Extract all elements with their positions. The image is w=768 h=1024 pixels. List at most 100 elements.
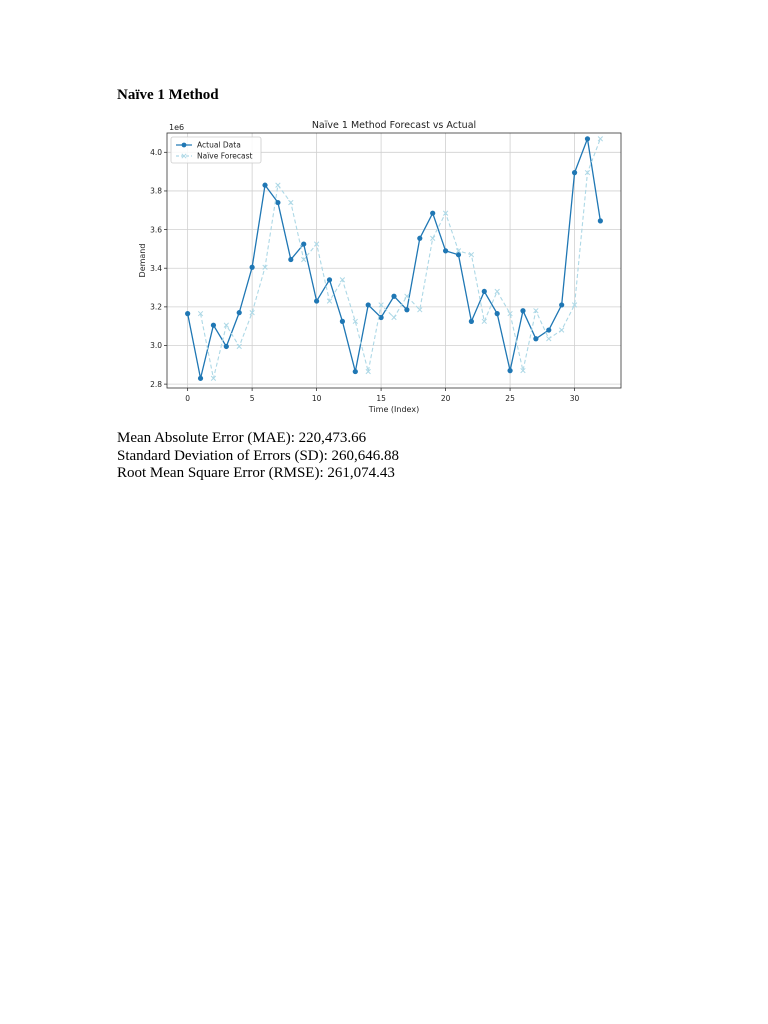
forecast-point-stroke <box>520 367 526 374</box>
forecast-line <box>199 138 601 379</box>
actual-point <box>326 277 333 283</box>
legend-swatch-marker <box>181 142 187 148</box>
actual-point <box>571 170 578 176</box>
actual-point <box>249 264 255 270</box>
actual-point <box>481 288 487 295</box>
actual-point <box>339 318 346 324</box>
forecast-point-stroke <box>559 327 565 333</box>
forecast-point-stroke <box>417 307 423 313</box>
forecast-point-stroke <box>455 248 462 254</box>
actual-point <box>494 311 500 317</box>
forecast-point <box>236 343 242 350</box>
actual-point <box>507 368 513 374</box>
forecast-point-stroke <box>262 264 268 270</box>
error-metrics: Mean Absolute Error (MAE): 220,473.66 St… <box>117 430 399 483</box>
forecast-point <box>442 210 449 216</box>
y-tick-label: 2.8 <box>150 380 162 389</box>
forecast-point <box>313 241 320 247</box>
forecast-point-stroke <box>584 169 591 176</box>
forecast-point-stroke <box>313 241 320 247</box>
legend-label: Actual Data <box>197 141 241 150</box>
actual-point <box>559 302 565 308</box>
actual-point <box>520 308 526 314</box>
actual-point <box>210 322 217 328</box>
sd-text: Standard Deviation of Errors (SD): 260,6… <box>117 447 400 464</box>
forecast-point-stroke <box>236 343 242 350</box>
forecast-point <box>520 367 526 374</box>
forecast-point <box>352 318 358 325</box>
forecast-point <box>571 302 578 308</box>
x-tick-label: 0 <box>185 394 190 403</box>
forecast-point-stroke <box>481 318 487 325</box>
forecast-point-stroke <box>404 293 410 299</box>
forecast-point <box>417 307 423 313</box>
actual-point <box>404 307 410 313</box>
x-tick-label: 5 <box>250 394 255 403</box>
forecast-point <box>288 199 294 206</box>
actual-point <box>378 314 384 321</box>
forecast-point-stroke <box>468 252 475 258</box>
section-heading: Naïve 1 Method <box>117 87 219 103</box>
forecast-point <box>494 288 500 295</box>
forecast-point-stroke <box>391 314 397 321</box>
forecast-point <box>481 318 487 325</box>
actual-point <box>468 318 474 324</box>
forecast-point-stroke <box>210 375 217 381</box>
series <box>185 136 604 381</box>
forecast-point <box>559 327 565 333</box>
forecast-point <box>326 298 333 304</box>
forecast-point <box>262 264 268 270</box>
forecast-point <box>197 310 204 317</box>
forecast-point <box>339 277 346 283</box>
y-tick-label: 4.0 <box>150 148 162 157</box>
chart-title: Naïve 1 Method Forecast vs Actual <box>312 120 476 131</box>
actual-point <box>391 293 397 299</box>
forecast-point-stroke <box>249 310 255 316</box>
actual-point <box>288 256 294 263</box>
forecast-point-stroke <box>442 210 449 216</box>
y-tick-label: 3.8 <box>150 187 162 196</box>
grid <box>167 133 621 388</box>
forecast-point <box>223 322 229 328</box>
y-tick-label: 3.2 <box>150 303 162 312</box>
actual-point <box>314 298 320 304</box>
actual-point <box>352 368 358 375</box>
actual-point <box>236 310 242 316</box>
x-tick-label: 15 <box>376 394 386 403</box>
actual-point <box>597 218 603 224</box>
forecast-point-stroke <box>197 310 204 317</box>
forecast-point-stroke <box>378 302 384 308</box>
forecast-point-stroke <box>533 308 539 314</box>
forecast-point <box>365 368 371 375</box>
forecast-point-stroke <box>507 310 513 317</box>
forecast-point <box>301 256 307 263</box>
forecast-chart: 0 5 10 15 20 25 30 2.8 3.0 3.2 3.4 3.6 3.8 4.0 Actual… <box>137 118 627 416</box>
forecast-point <box>455 248 462 254</box>
forecast-point-stroke <box>223 322 229 328</box>
actual-point <box>365 302 371 308</box>
forecast-point-stroke <box>275 182 281 188</box>
forecast-point <box>584 169 591 176</box>
forecast-point <box>430 235 436 241</box>
forecast-point-stroke <box>288 199 294 206</box>
forecast-point <box>507 310 513 317</box>
forecast-point-stroke <box>597 136 604 142</box>
actual-point <box>533 336 539 342</box>
legend-box <box>170 136 262 164</box>
forecast-point-stroke <box>301 256 307 263</box>
x-axis-label: Time (Index) <box>368 405 419 414</box>
legend-swatch-marker <box>181 153 187 159</box>
actual-point <box>430 210 436 216</box>
y-axis-scale-label: 1e6 <box>169 123 184 132</box>
forecast-point <box>468 252 475 258</box>
forecast-point-stroke <box>430 235 436 241</box>
forecast-point <box>546 336 552 342</box>
actual-point <box>262 182 268 188</box>
actual-point <box>275 199 281 206</box>
forecast-point-stroke <box>571 302 578 308</box>
forecast-point-stroke <box>494 288 500 295</box>
x-tick-label: 10 <box>312 394 322 403</box>
forecast-point <box>210 375 217 381</box>
actual-point <box>546 327 552 333</box>
actual-point <box>197 375 204 381</box>
